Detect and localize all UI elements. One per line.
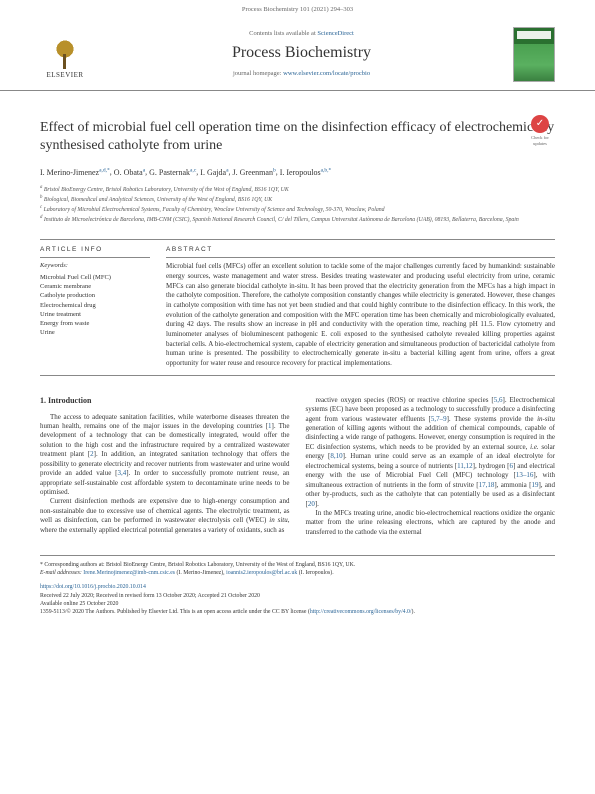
received-line: Received 22 July 2020; Received in revis… [40,592,555,600]
copyright-post: ). [412,609,415,615]
col1-content: The access to adequate sanitation facili… [40,413,290,536]
affiliation: b Biological, Biomedical and Analytical … [40,195,555,204]
email-2-who: (I. Ieropoulos). [297,570,333,576]
affiliations: a Bristol BioEnergy Centre, Bristol Robo… [0,185,595,233]
contents-line: Contents lists available at ScienceDirec… [90,30,513,39]
keyword: Urine treatment [40,310,150,319]
paragraph: reactive oxygen species (ROS) or reactiv… [306,396,556,509]
email-1[interactable]: Irene.Merinojimenez@imb-cnm.csic.es [83,570,175,576]
corresponding-line: * Corresponding authors at: Bristol BioE… [40,561,555,569]
citation-link[interactable]: 8,10 [330,452,342,460]
author: I. Merino-Jimeneza,d,* [40,168,110,177]
article-title: Effect of microbial fuel cell operation … [0,91,595,163]
col2-content: reactive oxygen species (ROS) or reactiv… [306,396,556,538]
abstract-column: ABSTRACT Microbial fuel cells (MFCs) off… [166,246,555,369]
abstract-text: Microbial fuel cells (MFCs) offer an exc… [166,262,555,368]
citation-link[interactable]: 5,6 [494,396,503,404]
rule [40,257,150,258]
running-head: Process Biochemistry 101 (2021) 294–303 [0,0,595,15]
citation-link[interactable]: 19 [531,481,538,489]
author: O. Obataa [114,168,145,177]
paragraph: In the MFCs treating urine, anodic bio-e… [306,509,556,537]
affiliation: a Bristol BioEnergy Centre, Bristol Robo… [40,185,555,194]
author: G. Pasternaka,c [149,168,196,177]
page: Process Biochemistry 101 (2021) 294–303 … [0,0,595,616]
keyword: Catholyte production [40,291,150,300]
info-abstract-row: ARTICLE INFO Keywords: Microbial Fuel Ce… [0,246,595,369]
abstract-head: ABSTRACT [166,246,555,255]
check-updates-label: Check for updates [525,135,555,147]
divider [40,239,555,240]
citation-link[interactable]: 5,7–9 [431,415,447,423]
citation-link[interactable]: 3,4 [118,469,127,477]
article-info-column: ARTICLE INFO Keywords: Microbial Fuel Ce… [40,246,150,369]
citation-link[interactable]: 17,18 [479,481,495,489]
copyright-line: 1359-5113/© 2020 The Authors. Published … [40,608,555,616]
affiliation: d Instituto de Microelectrónica de Barce… [40,215,555,224]
email-prefix: E-mail addresses: [40,570,83,576]
body-col-left: 1. Introduction The access to adequate s… [40,396,290,538]
divider [40,375,555,376]
affiliation: c Laboratory of Microbial Electrochemica… [40,205,555,214]
keywords-list: Microbial Fuel Cell (MFC)Ceramic membran… [40,273,150,337]
email-2[interactable]: ioannis2.ieropoulos@brl.ac.uk [226,570,297,576]
author: J. Greenmanb [233,168,276,177]
author-list: I. Merino-Jimeneza,d,*, O. Obataa, G. Pa… [0,163,595,184]
keyword: Energy from waste [40,319,150,328]
homepage-link[interactable]: www.elsevier.com/locate/procbio [283,70,370,77]
keyword: Ceramic membrane [40,282,150,291]
citation-link[interactable]: 1 [268,422,272,430]
citation-link[interactable]: 6 [509,462,513,470]
author: I. Ieropoulosa,b,* [280,168,332,177]
journal-cover-thumbnail [513,27,555,82]
elsevier-tree-icon [45,29,85,69]
keywords-label: Keywords: [40,262,150,271]
keyword: Electrochemical drug [40,301,150,310]
email-1-who: (I. Merino-Jimenez), [175,570,226,576]
intro-heading: 1. Introduction [40,396,290,407]
sciencedirect-link[interactable]: ScienceDirect [317,30,353,37]
paragraph: Current disinfection methods are expensi… [40,497,290,535]
copyright-pre: 1359-5113/© 2020 The Authors. Published … [40,609,310,615]
citation-link[interactable]: 2 [90,450,94,458]
available-line: Available online 25 October 2020 [40,600,555,608]
keyword: Microbial Fuel Cell (MFC) [40,273,150,282]
homepage-line: journal homepage: www.elsevier.com/locat… [90,70,513,79]
elsevier-logo: ELSEVIER [40,27,90,82]
journal-title: Process Biochemistry [90,42,513,64]
check-updates-badge[interactable]: ✓ Check for updates [525,115,555,145]
publisher-name: ELSEVIER [46,71,83,80]
cc-license-link[interactable]: http://creativecommons.org/licenses/by/4… [310,609,412,615]
homepage-prefix: journal homepage: [233,70,283,77]
keyword: Urine [40,328,150,337]
contents-text: Contents lists available at [249,30,317,37]
citation-link[interactable]: 11,12 [457,462,473,470]
check-updates-icon: ✓ [531,115,549,133]
doi-link[interactable]: https://doi.org/10.1016/j.procbio.2020.1… [40,583,555,591]
body-col-right: reactive oxygen species (ROS) or reactiv… [306,396,556,538]
header-bar: ELSEVIER Contents lists available at Sci… [0,15,595,91]
article-info-head: ARTICLE INFO [40,246,150,255]
header-center: Contents lists available at ScienceDirec… [90,30,513,79]
paragraph: The access to adequate sanitation facili… [40,413,290,498]
correspondence-footer: * Corresponding authors at: Bristol BioE… [40,555,555,577]
citation-link[interactable]: 13–16 [516,471,534,479]
body-columns: 1. Introduction The access to adequate s… [0,382,595,538]
publication-info: https://doi.org/10.1016/j.procbio.2020.1… [40,583,555,615]
rule [166,257,555,258]
author: I. Gajdaa [200,168,228,177]
email-line: E-mail addresses: Irene.Merinojimenez@im… [40,569,555,577]
citation-link[interactable]: 20 [308,500,315,508]
